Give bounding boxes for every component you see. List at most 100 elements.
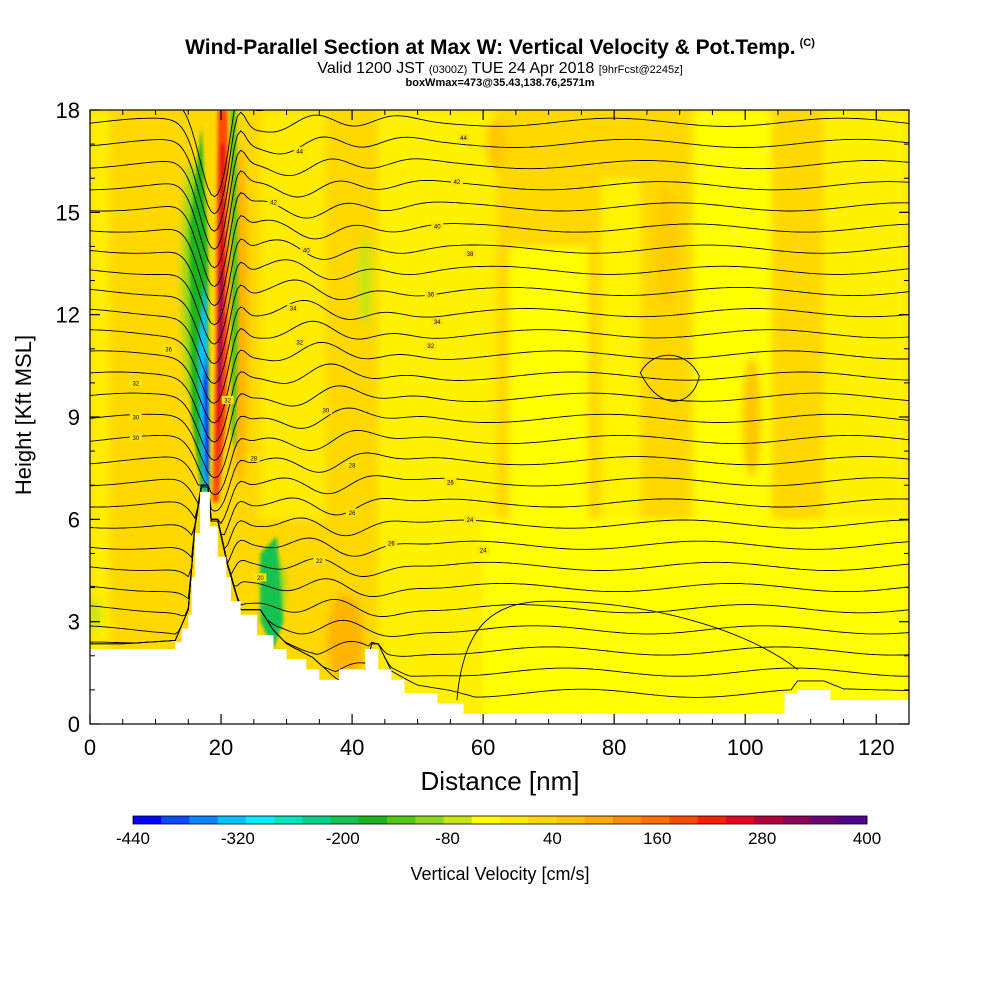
theta-contour [90,484,909,536]
velocity-patch [260,110,326,520]
colorbar-swatch [810,816,840,824]
contour-label: 44 [460,136,467,142]
box-info: boxWmax=473@35.43,138.76,2571m [405,77,595,89]
contour-label: 32 [133,381,140,387]
colorbar-swatch [584,816,614,824]
contour-label-bg [444,477,457,486]
colorbar-tick-label: -80 [435,829,460,848]
contour-label: 44 [296,149,303,155]
colorbar-swatch [471,816,501,824]
colorbar-frame [132,815,868,825]
x-tick-label: 80 [602,735,626,760]
contour-label: 32 [296,340,303,346]
velocity-patch [327,593,364,684]
colorbar-swatch [443,816,473,824]
contour-label-bg [129,413,142,421]
valid-prefix: Valid 1200 JST [317,60,425,77]
contour-label-bg [300,245,313,254]
valid-date: TUE 24 Apr 2018 [471,60,595,77]
y-tick-label: 12 [56,303,80,328]
theta-contour [90,192,909,288]
contour-label-bg [431,221,444,230]
contour-label-bg [162,344,175,353]
chart-title: Wind-Parallel Section at Max W: Vertical… [0,36,1000,60]
contour-label: 40 [434,224,441,230]
theta-contour [90,484,909,565]
wave-core [230,110,239,452]
colorbar-swatch [387,816,416,824]
theta-contour [90,111,909,215]
wave-core [260,536,284,649]
y-tick-label: 3 [68,610,80,635]
contour-label: 22 [316,559,323,565]
contour-label-bg [287,303,300,312]
colorbar-swatch [528,816,557,824]
contour-label-bg [346,508,359,517]
theta-contour-closed [639,354,700,402]
y-tick-label: 18 [56,98,80,123]
contour-label: 42 [454,180,461,186]
contour-label-bg [267,198,280,207]
velocity-patch [486,119,507,170]
colorbar-swatch [217,816,247,824]
contour-labels: 44 44 42 42 40 40 38 36 36 34 34 32 32 32 30 30 30 28 28 26… [129,133,490,582]
colorbar-label: Vertical Velocity [cm/s] [410,864,590,884]
theta-contour [90,130,909,232]
x-tick-label: 20 [209,735,233,760]
contour-label-bg [424,290,437,299]
colorbar-tick-label: 280 [748,829,776,848]
theta-contour [90,149,909,250]
colorbar-swatch [754,816,783,824]
x-axis: 0 20 40 60 80 100 120 [84,110,910,760]
contour-label-bg [464,515,477,524]
colorbar-swatch [838,816,868,824]
x-tick-label: 120 [858,735,895,760]
valid-time-line: Valid 1200 JST (0300Z) TUE 24 Apr 2018 [… [0,60,1000,78]
colorbar-swatch [669,816,698,824]
theta-contour [90,363,909,443]
copyright-mark: (C) [799,37,815,49]
x-tick-label: 40 [340,735,364,760]
contour-label: 34 [290,306,297,312]
contour-label-bg [247,453,260,462]
contour-label: 42 [270,201,277,207]
colorbar-swatch [189,816,218,824]
contour-label-bg [293,146,306,155]
contour-label: 20 [257,576,264,582]
contour-label-bg [464,249,477,258]
contour-label: 30 [133,416,140,422]
contour-label-bg [254,573,267,582]
contour-label-bg [424,341,437,350]
colorbar-tick-label: 40 [543,829,562,848]
contour-label: 28 [349,463,356,469]
y-axis-label: Height [Kft MSL] [11,334,36,496]
colorbar-swatch [274,816,303,824]
theta-contour [90,320,909,404]
y-tick-label: 15 [56,200,80,225]
colorbar-tick-label: 400 [853,829,881,848]
contour-label: 34 [434,320,441,326]
colorbar-swatch [556,816,585,824]
contour-label: 36 [165,347,172,353]
contour-label-bg [129,433,142,442]
theta-contour [90,484,909,550]
contour-label: 32 [224,398,231,404]
colorbar-tick-label: 160 [643,829,671,848]
contour-label-bg [129,378,142,387]
contour-label: 40 [303,248,310,254]
velocity-patch [741,357,762,477]
theta-contour [90,452,909,512]
colorbar-swatch [641,816,670,824]
velocity-patch [358,235,373,326]
contour-label-bg [346,460,359,469]
forecast-info: [9hrFcst@2245z] [598,64,683,76]
theta-contour [182,110,268,198]
contour-label-bg [450,177,463,186]
contour-label: 26 [349,511,356,517]
colorbar-swatch [500,816,529,824]
colorbar-swatch [161,816,190,824]
theta-contour [90,475,909,525]
contour-label: 24 [467,518,474,524]
y-tick-label: 0 [68,712,80,737]
contour-label: 32 [427,344,434,350]
